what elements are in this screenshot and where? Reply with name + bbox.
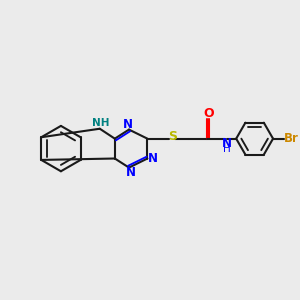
Text: H: H xyxy=(223,144,231,154)
Text: N: N xyxy=(125,166,135,179)
Text: N: N xyxy=(148,152,158,165)
Text: N: N xyxy=(222,137,232,150)
Text: N: N xyxy=(123,118,133,131)
Text: Br: Br xyxy=(284,132,299,145)
Text: S: S xyxy=(168,130,177,143)
Text: NH: NH xyxy=(92,118,109,128)
Text: O: O xyxy=(203,107,214,121)
